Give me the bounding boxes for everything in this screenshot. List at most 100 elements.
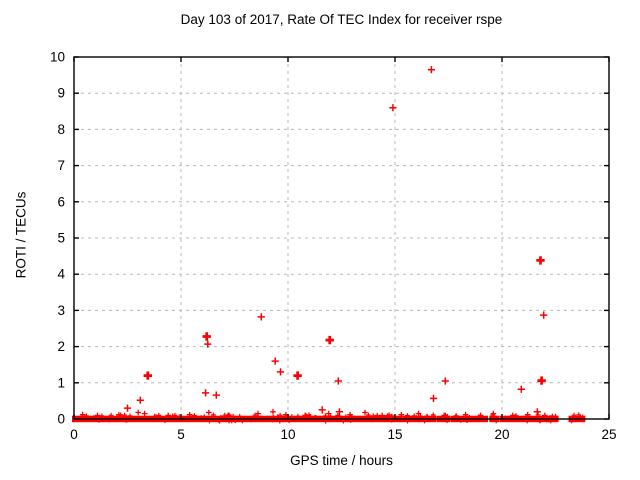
band-point-marker: [424, 414, 430, 420]
band-point-marker: [201, 414, 207, 420]
x-tick-label: 25: [601, 427, 616, 442]
band-point-marker: [252, 412, 258, 418]
band-spike-marker: [206, 409, 212, 416]
y-tick-label: 9: [57, 86, 65, 101]
band-point-marker: [405, 413, 410, 418]
band-point-marker: [277, 412, 283, 418]
band-spike-marker: [441, 412, 447, 419]
data-point-marker: [123, 404, 132, 412]
band-spike-marker: [135, 409, 141, 416]
x-tick-label: 10: [280, 427, 295, 442]
band-spike-marker: [462, 411, 469, 418]
y-axis-label-text: ROTI / TECUs: [13, 191, 29, 279]
x-tick-label: 5: [177, 427, 185, 442]
band-spike-marker: [362, 409, 368, 416]
band-spike-marker: [347, 411, 353, 418]
data-point-marker: [204, 340, 212, 348]
band-point-marker: [453, 413, 459, 419]
band-spike-marker: [270, 409, 276, 415]
data-point-marker: [540, 311, 548, 319]
band-spike-marker: [165, 412, 171, 419]
band-point-marker: [535, 412, 541, 418]
data-point-marker: [533, 408, 541, 416]
band-spike-marker: [225, 412, 231, 419]
y-tick-label: 0: [57, 412, 65, 427]
band-point-marker: [192, 413, 197, 418]
band-point-marker: [385, 413, 390, 418]
band-point-marker: [323, 413, 328, 419]
band-spike-marker: [255, 410, 261, 417]
band-point-marker: [374, 412, 380, 418]
band-spike-marker: [141, 410, 148, 417]
data-point-marker: [276, 368, 285, 376]
band-spike-marker: [477, 412, 484, 419]
data-point-marker: [389, 104, 397, 112]
data-point-marker: [517, 385, 525, 393]
band-spike-marker: [94, 412, 101, 419]
band-point-marker: [553, 413, 558, 419]
y-tick-label: 8: [57, 122, 65, 137]
data-point-marker: [318, 406, 326, 414]
data-point-marker: [143, 371, 152, 380]
y-tick-label: 5: [57, 231, 65, 246]
y-tick-label: 6: [57, 194, 65, 209]
data-point-marker: [441, 377, 449, 385]
data-point-marker: [271, 357, 279, 365]
data-point-marker: [202, 332, 211, 341]
x-tick-label: 20: [494, 427, 509, 442]
band-spike-marker: [490, 410, 497, 417]
band-point-marker: [84, 413, 89, 419]
band-point-marker: [576, 412, 582, 418]
band-point-marker: [237, 413, 243, 419]
data-point-marker: [202, 389, 210, 397]
data-point-marker: [334, 377, 342, 385]
band-point-marker: [572, 417, 578, 423]
band-point-marker: [366, 412, 371, 418]
band-point-marker: [152, 413, 158, 419]
x-tick-label: 0: [70, 427, 78, 442]
data-point-marker: [429, 394, 438, 402]
data-point-marker: [537, 376, 546, 385]
y-tick-label: 1: [57, 375, 65, 390]
band-point-marker: [230, 413, 236, 419]
band-point-marker: [211, 412, 216, 418]
y-tick-label: 4: [57, 267, 65, 282]
band-point-marker: [430, 412, 436, 418]
band-spike-marker: [398, 411, 405, 418]
data-point-marker: [293, 371, 302, 380]
data-point-marker: [427, 66, 435, 74]
band-point-marker: [156, 412, 162, 418]
band-spike-marker: [542, 412, 548, 419]
y-tick-label: 3: [57, 303, 65, 318]
band-point-marker: [172, 412, 178, 418]
band-point-marker: [571, 412, 577, 418]
band-point-marker: [370, 417, 375, 423]
band-spike-marker: [186, 411, 193, 418]
y-tick-label: 10: [50, 50, 65, 65]
y-tick-label: 2: [57, 339, 65, 354]
data-point-marker: [335, 408, 343, 416]
band-spike-marker: [79, 411, 86, 418]
band-point-marker: [127, 413, 133, 419]
data-point-marker: [257, 313, 265, 321]
band-spike-marker: [379, 412, 385, 419]
x-axis-label: GPS time / hours: [290, 453, 393, 468]
band-point-marker: [295, 413, 301, 419]
x-tick-label: 15: [387, 427, 402, 442]
band-spike-marker: [524, 411, 531, 418]
band-point-marker: [248, 417, 254, 423]
y-tick-label: 7: [57, 158, 65, 173]
data-point-marker: [136, 396, 144, 404]
band-spike-marker: [116, 411, 122, 418]
band-spike-marker: [302, 412, 308, 419]
data-point-marker: [536, 256, 545, 265]
data-point-marker: [212, 391, 220, 399]
band-spike-marker: [509, 412, 516, 419]
band-spike-marker: [325, 410, 332, 417]
chart-title: Day 103 of 2017, Rate Of TEC Index for r…: [180, 12, 503, 27]
data-point-marker: [325, 335, 334, 345]
band-point-marker: [293, 417, 299, 423]
band-spike-marker: [415, 410, 422, 417]
